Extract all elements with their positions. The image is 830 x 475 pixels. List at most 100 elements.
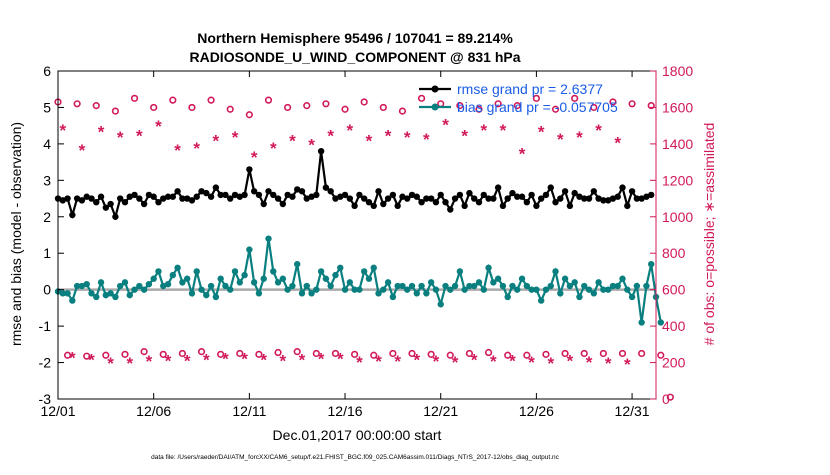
rmse-point [571,189,578,197]
rmse-point [265,188,272,195]
rmse-point [341,191,349,199]
series-obs-assimilated: * * * * * * * * * * * * * * * * * * * * * * * * * * * * * * * * * * * * * * * *… [59,115,631,374]
bias-point [337,264,344,271]
rmse-point [480,191,487,199]
bias-point [116,282,124,290]
rmse-point [179,195,186,202]
obs-possible-marker [504,351,512,359]
bias-point [188,290,196,297]
bias-point [504,293,511,301]
y-left-tick-label: 1 [43,245,51,261]
bias-point [121,279,129,286]
rmse-point [557,195,564,202]
bias-point [294,260,301,268]
plot-background [58,71,656,399]
bias-point [561,275,569,282]
rmse-point [461,202,468,210]
rmse-point [169,193,177,200]
obs-assimilated-marker: * [222,350,229,369]
rmse-point [246,166,253,173]
rmse-point [289,193,296,200]
rmse-point [193,193,200,200]
rmse-point [241,191,248,199]
y-right-tick-label: 1400 [662,136,693,152]
rmse-point [375,188,382,195]
x-tick-label: 12/11 [232,403,266,419]
bias-point [547,282,554,290]
bias-point [246,246,253,253]
bias-point [64,290,71,297]
y-right-tick-label: 1600 [662,99,693,115]
rmse-point [619,184,626,191]
bias-point [657,319,664,326]
bias-point [83,281,90,288]
obs-assimilated-marker: * [423,130,430,149]
bias-point [576,293,583,301]
bias-point [308,290,315,297]
rmse-point [499,202,507,210]
bias-point [270,268,277,275]
obs-assimilated-marker: * [270,139,277,158]
rmse-point [207,193,215,200]
rmse-point [585,195,593,202]
obs-assimilated-marker: * [146,352,153,371]
obs-assimilated-marker: * [280,351,287,370]
rmse-point [322,184,330,191]
rmse-point [155,199,162,206]
bias-point [227,286,234,293]
bias-point [93,293,100,301]
rmse-point [442,199,449,206]
obs-possible-marker [264,96,273,104]
y-left-tick-label: 5 [43,99,51,115]
rmse-point [471,195,478,202]
bias-point [303,282,310,290]
bias-point [648,260,655,268]
rmse-point [313,191,320,199]
series-rmse [54,147,655,221]
rmse-point [212,184,220,191]
bias-point [643,282,650,290]
rmse-point [384,195,392,202]
bias-point [88,290,95,297]
bias-point [69,297,76,304]
obs-assimilated-marker: * [528,353,535,372]
obs-assimilated-marker: * [59,121,66,140]
obs-possible-marker [322,100,330,108]
bias-point [456,268,464,275]
obs-possible-marker [255,350,263,358]
rmse-point [351,202,358,210]
y-left-tick-label: -1 [39,318,52,334]
obs-possible-marker [207,96,215,104]
bias-point [169,271,177,279]
rmse-point [116,195,124,202]
obs-assimilated-marker: * [203,350,210,369]
bias-point [542,286,550,293]
bias-point [475,279,483,286]
bias-point [274,279,282,286]
obs-possible-marker [284,103,292,112]
obs-assimilated-marker: * [614,134,621,153]
bias-point [327,282,334,290]
obs-assimilated-marker: * [241,350,248,369]
bias-point [537,297,545,304]
rmse-point [69,211,76,219]
obs-assimilated-marker: * [193,139,200,158]
obs-possible-marker [178,349,186,358]
obs-assimilated-marker: * [69,349,76,368]
rmse-point [203,189,210,197]
obs-assimilated-marker: * [557,130,564,149]
rmse-point [552,199,559,206]
bias-point [581,282,588,290]
rmse-point [523,199,531,206]
rmse-point [174,188,181,195]
bias-point [164,281,172,288]
obs-assimilated-marker: * [155,117,162,136]
bias-point [193,268,200,275]
obs-possible-marker [111,107,120,115]
rmse-point [490,195,497,202]
rmse-point [466,189,473,197]
rmse-point [317,147,325,155]
obs-possible-marker [551,105,560,113]
obs-possible-marker [130,94,139,102]
obs-possible-marker [73,100,81,108]
